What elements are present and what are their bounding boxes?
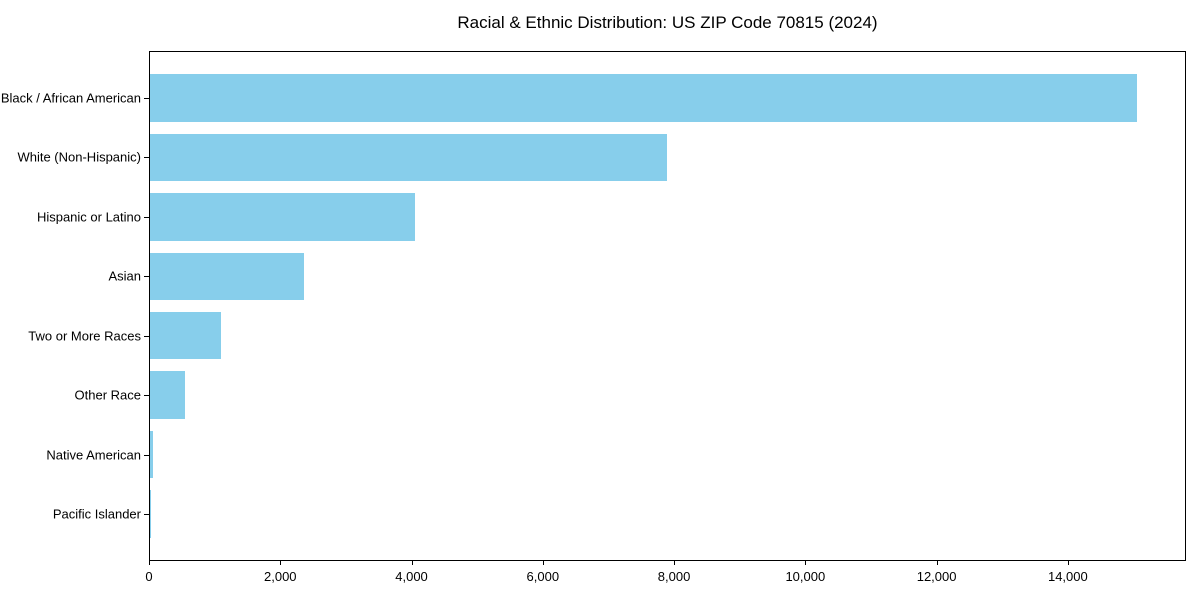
y-tick-mark xyxy=(144,276,149,278)
bar xyxy=(150,311,221,360)
x-tick-label: 4,000 xyxy=(395,569,428,584)
y-tick-mark xyxy=(144,395,149,397)
x-tick-label: 8,000 xyxy=(657,569,691,584)
x-tick-label: 6,000 xyxy=(526,569,560,584)
y-tick-label: Two or More Races xyxy=(28,328,141,344)
x-tick-mark xyxy=(149,560,150,565)
y-tick-mark xyxy=(144,454,149,456)
y-tick-mark xyxy=(144,216,149,218)
chart-title: Racial & Ethnic Distribution: US ZIP Cod… xyxy=(457,13,878,32)
plot-area xyxy=(149,51,1186,561)
bar xyxy=(150,490,151,538)
x-tick-mark xyxy=(280,560,282,565)
x-tick-label: 10,000 xyxy=(785,569,826,584)
y-tick-mark xyxy=(144,97,149,99)
x-tick-mark xyxy=(411,560,413,565)
bar xyxy=(150,193,415,241)
x-tick-mark xyxy=(674,560,676,565)
x-tick-mark xyxy=(542,560,544,565)
x-tick-label: 12,000 xyxy=(916,569,957,584)
x-tick-label: 2,000 xyxy=(263,569,297,584)
y-tick-label: Hispanic or Latino xyxy=(36,209,141,225)
bar xyxy=(150,252,304,301)
x-tick-mark xyxy=(936,560,938,565)
y-tick-label: Pacific Islander xyxy=(52,506,141,522)
x-tick-mark xyxy=(805,560,807,565)
y-tick-label: Native American xyxy=(46,447,141,463)
y-tick-label: White (Non-Hispanic) xyxy=(17,149,141,165)
bar xyxy=(150,133,667,182)
y-tick-label: Other Race xyxy=(74,387,141,403)
bar xyxy=(150,74,1138,122)
y-tick-mark xyxy=(144,514,149,516)
bar xyxy=(150,430,153,479)
x-tick-mark xyxy=(1067,560,1069,565)
y-tick-mark xyxy=(144,335,149,337)
y-tick-mark xyxy=(144,157,149,159)
y-tick-label: Black / African American xyxy=(0,90,141,106)
y-tick-label: Asian xyxy=(108,268,141,284)
bar xyxy=(150,371,186,419)
x-tick-label: 14,000 xyxy=(1047,569,1088,584)
x-tick-label: 0 xyxy=(145,569,153,584)
